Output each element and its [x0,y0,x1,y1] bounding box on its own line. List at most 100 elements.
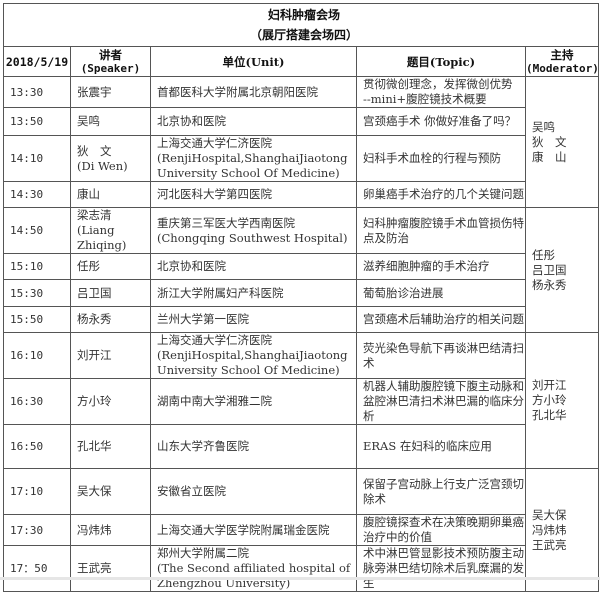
time-cell: 17:10 [3,468,71,515]
speaker-cell: 狄 文 (Di Wen) [70,135,151,182]
cell-line: 方小玲 [532,393,567,407]
cell-line: 脉旁淋巴结切除术后乳糜漏的发 [363,561,524,575]
cell-line: 首都医科大学附属北京朝阳医院 [157,84,318,99]
unit-cell: 上海交通大学仁济医院 (RenjiHospital,ShanghaiJiaoton… [150,332,357,379]
topic-cell: 葡萄胎诊治进展 [356,279,526,307]
cell-line: (Liang [77,223,115,237]
table-row: 13:50 吴鸣 北京协和医院 宫颈癌手术 你做好准备了吗？ [3,107,599,136]
speaker-cell: 孔北华 [70,424,151,469]
topic-cell: 保留子宫动脉上行支广泛宫颈切 除术 [356,468,526,515]
cell-line: 孔北华 [532,408,567,422]
speaker-cell: 张震宇 [70,76,151,108]
topic-cell: 术中淋巴管显影技术预防腹主动 脉旁淋巴结切除术后乳糜漏的发生 [356,545,526,592]
time-cell: 16:30 [3,378,71,425]
unit-cell: 山东大学齐鲁医院 [150,424,357,469]
unit-cell: 北京协和医院 [150,253,357,280]
cell-line: 点及防治 [363,230,409,245]
table-row: 14:50 梁志清 (Liang Zhiqing) 重庆第三军医大学西南医院 (Chong… [3,207,600,333]
cell-line: 葡萄胎诊治进展 [363,285,444,300]
table-row: 17:30 冯炜炜 上海交通大学医学院附属瑞金医院 腹腔镜探查术在决策晚期卵巢癌 治疗中… [3,514,599,546]
cell-line: 方小玲 [77,394,112,408]
cell-line: (Chongqing Southwest Hospital) [157,230,348,245]
cell-line: (RenjiHospital,ShanghaiJiaotong [157,348,348,362]
cell-line: (RenjiHospital,ShanghaiJiaotong [157,151,348,165]
speaker-cell: 梁志清 (Liang Zhiqing) [70,207,151,254]
topic-cell: 宫颈癌术后辅助治疗的相关问题 [356,306,526,333]
table-row: 16:30 方小玲 湖南中南大学湘雅二院 机器人辅助腹腔镜下腹主动脉和 盆腔淋巴清扫术淋… [3,378,599,425]
speaker-cell: 刘开江 [70,332,151,379]
topic-cell: 妇科肿瘤腹腔镜手术血管损伤特 点及防治 [356,207,526,254]
cell-line: 贯彻微创理念，发挥微创优势 [363,77,513,92]
cell-line: 王武亮 [77,561,112,575]
schedule-table: 妇科肿瘤会场 （展厅搭建会场四） 2018/5/19 讲者 (Speaker) 单… [2,3,600,592]
moderator-cell: 吴大保 冯炜炜 王武亮 [524,468,600,592]
cell-line: 狄 文 [532,134,567,149]
cell-line: 杨永秀 [532,277,567,292]
cell-line: 吴鸣 [77,114,100,128]
cell-line: --mini+腹腔镜技术概要 [363,92,487,106]
unit-cell: 重庆第三军医大学西南医院 (Chongqing Southwest Hospita… [150,207,357,254]
table-row: 16:50 孔北华 山东大学齐鲁医院 ERAS 在妇科的临床应用 [3,424,599,469]
time-cell: 15:50 [3,306,71,333]
speaker-cell: 王武亮 [70,545,151,592]
cell-line: 上海交通大学仁济医院 [157,136,272,151]
session-title-line1: 妇科肿瘤会场 [268,8,341,22]
unit-cell: 兰州大学第一医院 [150,306,357,333]
cell-line: 安徽省立医院 [157,484,226,498]
cell-line: 术 [363,355,375,370]
topic-cell: ERAS 在妇科的临床应用 [356,424,526,469]
scrollbar-track[interactable] [0,577,600,580]
unit-cell: 郑州大学附属二院 (The Second affiliated hospital … [150,545,357,592]
cell-line: Zhiqing) [77,238,127,252]
time-cell: 17:30 [3,514,71,546]
time-cell: 15:10 [3,253,71,280]
speaker-cell: 吕卫国 [70,279,151,307]
cell-line: 王武亮 [532,537,567,552]
moderator-cell: 任彤 吕卫国 杨永秀 [524,207,600,333]
cell-line: 保留子宫动脉上行支广泛宫颈切 [363,476,524,491]
table-row: 15:50 杨永秀 兰州大学第一医院 宫颈癌术后辅助治疗的相关问题 [3,306,599,333]
unit-cell: 上海交通大学仁济医院 (RenjiHospital,ShanghaiJiaoton… [150,135,357,182]
header-row: 2018/5/19 讲者 (Speaker) 单位(Unit) 题目(Topic)… [3,46,600,77]
cell-line: 妇科肿瘤腹腔镜手术血管损伤特 [363,215,524,230]
topic-cell: 机器人辅助腹腔镜下腹主动脉和 盆腔淋巴清扫术淋巴漏的临床分析 [356,378,526,425]
cell-line: 冯炜炜 [532,522,567,537]
cell-line: 析 [363,409,375,423]
unit-cell: 安徽省立医院 [150,468,357,515]
cell-line: (Di Wen) [77,158,128,173]
cell-line: 治疗中的价值 [363,530,432,544]
cell-line: (The Second affiliated hospital of [157,561,351,575]
table-row: 15:10 任彤 北京协和医院 滋养细胞肿瘤的手术治疗 [3,253,599,280]
cell-line: University School Of Medicine) [157,166,340,180]
unit-cell: 湖南中南大学湘雅二院 [150,378,357,425]
time-cell: 13:30 [3,76,71,108]
cell-line: 狄 文 [77,143,112,158]
topic-cell: 妇科手术血栓的行程与预防 [356,135,526,182]
speaker-cell: 方小玲 [70,378,151,425]
table-row: 14:30 康山 河北医科大学第四医院 卵巢癌手术治疗的几个关键问题 [3,181,599,208]
cell-line: 郑州大学附属二院 [157,546,249,561]
cell-line: 腹腔镜探查术在决策晚期卵巢癌 [363,515,524,530]
header-moderator: 主持 (Moderator) [524,46,600,77]
topic-cell: 宫颈癌手术 你做好准备了吗？ [356,107,526,136]
cell-line: 孔北华 [77,439,112,453]
cell-line: 刘开江 [532,378,567,392]
cell-line: 梁志清 [77,208,112,223]
table-row: 17:10 吴大保 安徽省立医院 保留子宫动脉上行支广泛宫颈切 除术 吴大保 冯炜炜 王武亮 [3,468,600,592]
cell-line: 吴大保 [77,484,112,498]
table-row: 14:10 狄 文 (Di Wen) 上海交通大学仁济医院 (RenjiHospital… [3,135,599,182]
cell-line: 机器人辅助腹腔镜下腹主动脉和 [363,379,524,394]
cell-line: 兰州大学第一医院 [157,312,249,326]
session-title-line2: （展厅搭建会场四） [250,28,359,42]
cell-line: 吴大保 [532,507,567,522]
time-cell: 16:50 [3,424,71,469]
cell-line: 河北医科大学第四医院 [157,187,272,201]
unit-cell: 上海交通大学医学院附属瑞金医院 [150,514,357,546]
cell-line: 山东大学齐鲁医院 [157,439,249,453]
cell-line: 荧光染色导航下再谈淋巴结清扫 [363,340,524,355]
cell-line: 北京协和医院 [157,114,226,128]
cell-line: 任彤 [77,259,100,273]
cell-line: 术中淋巴管显影技术预防腹主动 [363,546,524,561]
unit-cell: 首都医科大学附属北京朝阳医院 [150,76,357,108]
cell-line: 重庆第三军医大学西南医院 [157,215,295,230]
